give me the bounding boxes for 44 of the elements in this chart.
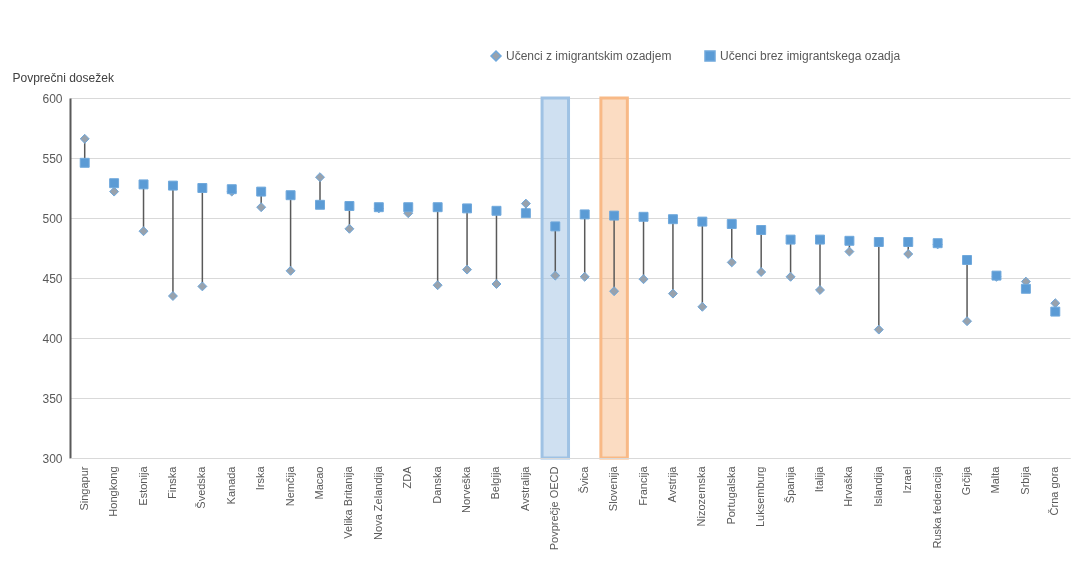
x-tick-label: Kanada xyxy=(224,465,237,505)
y-tick-label: 300 xyxy=(42,451,63,466)
x-tick-label: Belgija xyxy=(489,465,502,500)
x-tick-label: Hrvaška xyxy=(842,465,855,507)
y-tick-label: 550 xyxy=(42,151,63,166)
y-tick-label: 450 xyxy=(42,271,63,286)
y-axis-title: Povprečni dosežek xyxy=(12,70,115,85)
y-tick-label: 350 xyxy=(42,391,63,406)
legend-label: Učenci brez imigrantskega ozadja xyxy=(720,49,901,63)
x-tick-label: Islandija xyxy=(871,465,884,507)
x-tick-label: Macao xyxy=(313,466,325,500)
y-tick-label: 400 xyxy=(42,331,63,346)
x-tick-label: Hongkong xyxy=(107,466,120,517)
y-tick-label: 500 xyxy=(42,211,63,226)
x-tick-label: Luksemburg xyxy=(754,466,767,528)
x-tick-label: Finska xyxy=(165,465,178,499)
x-tick-label: Ruska federacija xyxy=(930,465,943,549)
x-tick-label: Francija xyxy=(636,465,649,506)
x-tick-label: Črna gora xyxy=(1048,465,1061,516)
x-tick-label: Srbija xyxy=(1018,465,1031,495)
x-tick-label: Slovenija xyxy=(607,465,620,512)
x-tick-label: Velika Britanija xyxy=(342,465,355,539)
x-tick-label: Grčija xyxy=(960,465,973,496)
x-tick-label: Avstrija xyxy=(665,465,678,503)
x-tick-label: ZDA xyxy=(401,465,414,489)
x-tick-label: Švedska xyxy=(195,465,208,509)
x-tick-label: Španija xyxy=(783,465,796,504)
x-tick-label: Nova Zelandija xyxy=(371,465,384,540)
x-tick-label: Povprečje OECD xyxy=(548,466,561,551)
x-tick-label: Norveška xyxy=(460,465,473,513)
x-tick-label: Singapur xyxy=(77,466,90,511)
x-tick-label: Estonija xyxy=(136,465,149,506)
x-tick-label: Švica xyxy=(577,465,590,494)
x-tick-label: Izrael xyxy=(901,466,914,494)
x-tick-label: Malta xyxy=(989,465,1002,494)
x-tick-label: Irska xyxy=(254,465,267,491)
x-tick-label: Portugalska xyxy=(724,465,737,525)
x-tick-label: Nemčija xyxy=(283,465,296,507)
x-tick-label: Nizozemska xyxy=(695,465,708,527)
y-tick-label: 600 xyxy=(42,91,63,106)
legend-label: Učenci z imigrantskim ozadjem xyxy=(506,49,672,63)
x-tick-label: Danska xyxy=(430,465,443,504)
x-tick-label: Italija xyxy=(813,465,825,493)
x-tick-label: Avstralija xyxy=(518,465,531,511)
